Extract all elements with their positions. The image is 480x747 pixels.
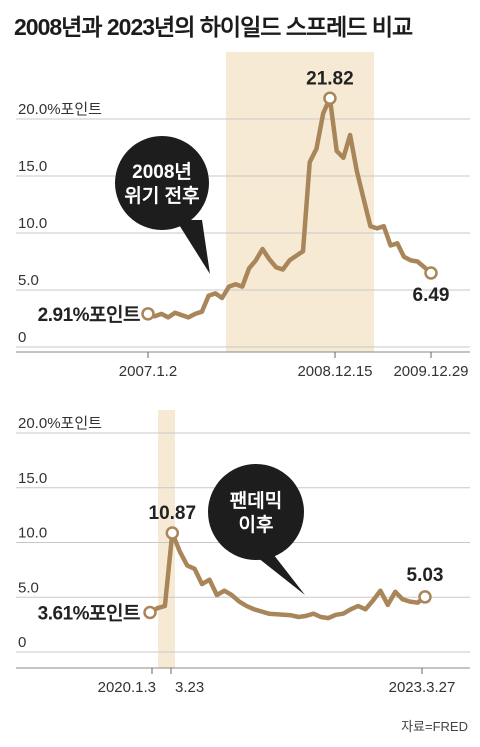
figure-title: 2008년과 2023년의 하이일드 스프레드 비교 xyxy=(14,14,413,40)
end-label: 5.03 xyxy=(407,565,444,586)
y-tick-label: 0 xyxy=(18,329,26,346)
bubble-text: 이후 xyxy=(239,514,274,536)
series-line xyxy=(147,530,428,621)
peak-label: 10.87 xyxy=(149,503,197,524)
y-tick-label: 5.0 xyxy=(18,272,39,289)
bubble-tail xyxy=(248,550,305,595)
y-tick-label: 20.0%포인트 xyxy=(18,415,102,432)
bubble-text: 위기 전후 xyxy=(124,185,199,207)
highlight-band xyxy=(226,52,374,352)
start-point xyxy=(143,605,157,620)
end-label: 6.49 xyxy=(413,285,450,306)
peak-label: 21.82 xyxy=(306,68,354,89)
bubble-text: 팬데믹 xyxy=(230,490,282,512)
start-label: 3.61%포인트 xyxy=(38,602,140,624)
start-label: 2.91%포인트 xyxy=(38,304,140,326)
end-point xyxy=(418,590,432,604)
end-point xyxy=(424,266,438,280)
annotation-bubble xyxy=(208,464,304,560)
annotation-bubble xyxy=(115,136,209,230)
highlight-band xyxy=(158,410,175,668)
x-tick-label: 2007.1.2 xyxy=(119,363,177,380)
series-line xyxy=(145,96,434,320)
bubble-tail xyxy=(176,220,210,274)
y-tick-label: 10.0 xyxy=(18,525,47,542)
y-tick-label: 15.0 xyxy=(18,158,47,175)
y-tick-label: 0 xyxy=(18,634,26,651)
y-tick-label: 10.0 xyxy=(18,215,47,232)
y-tick-label: 15.0 xyxy=(18,470,47,487)
x-tick-label: 3.23 xyxy=(175,679,204,696)
chart-pandemic: 20.0%포인트 15.0 10.0 5.0 0 2020.1.3 3.23 2023.3.2… xyxy=(16,410,470,696)
y-tick-label: 5.0 xyxy=(18,579,39,596)
x-tick-label: 2023.3.27 xyxy=(389,679,456,696)
start-point xyxy=(141,307,155,321)
x-tick-label: 2008.12.15 xyxy=(297,363,372,380)
peak-point xyxy=(323,91,337,106)
y-tick-label: 20.0%포인트 xyxy=(18,101,102,118)
bubble-text: 2008년 xyxy=(132,161,192,183)
x-tick-label: 2009.12.29 xyxy=(393,363,468,380)
peak-point xyxy=(165,526,180,540)
source-note: 자료=FRED xyxy=(401,719,468,734)
x-tick-label: 2020.1.3 xyxy=(98,679,156,696)
chart-2008-crisis: 20.0%포인트 15.0 10.0 5.0 0 2007.1.2 2008.12.15 20… xyxy=(16,52,470,380)
